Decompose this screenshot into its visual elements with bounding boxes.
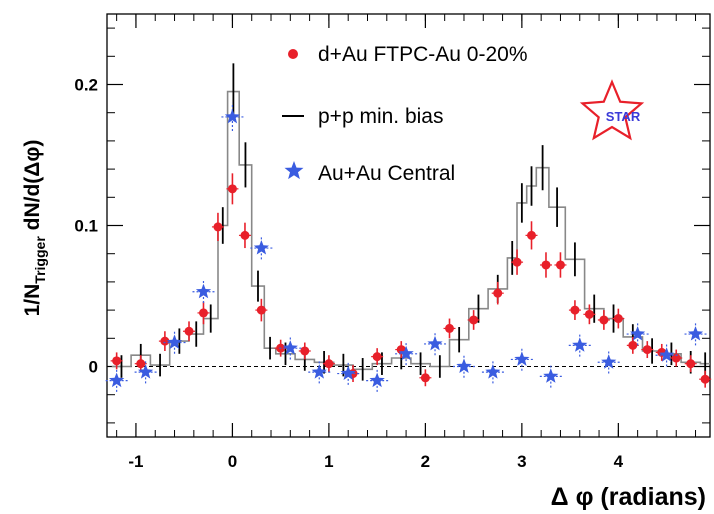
auau-point (601, 354, 617, 369)
dau-point (642, 345, 652, 355)
dau-point (671, 353, 681, 363)
auau-point (224, 108, 240, 124)
star-logo: STAR (579, 79, 645, 141)
tick-label-layer: -1 0 1 2 3 4 0 0.1 0.2 (74, 76, 623, 472)
legend-label-pp: p+p min. bias (318, 105, 444, 128)
auau-series-layer (105, 102, 707, 392)
dau-point (184, 326, 194, 336)
auau-point (369, 372, 385, 388)
dau-point (541, 260, 551, 270)
auau-point (166, 334, 183, 349)
dau-point (445, 323, 455, 333)
dau-point (512, 257, 522, 267)
dau-point (420, 373, 430, 383)
dau-point (256, 305, 266, 315)
legend-label-auau: Au+Au Central (318, 162, 455, 185)
axis-ticks (107, 14, 710, 437)
dau-point (493, 288, 503, 298)
auau-point (456, 358, 472, 373)
x-axis-title: Δ φ (radians) (551, 483, 706, 511)
dau-point (324, 359, 334, 369)
auau-point (195, 283, 212, 299)
dau-point (227, 184, 237, 194)
auau-point (543, 368, 559, 383)
dau-point (570, 305, 580, 315)
legend-label-dau: d+Au FTPC-Au 0-20% (318, 43, 528, 66)
dau-point (584, 309, 594, 319)
dau-point (700, 374, 710, 384)
x-tick-label: 3 (517, 452, 526, 471)
auau-point (659, 347, 675, 362)
auau-point (253, 240, 269, 255)
dau-point (628, 340, 638, 350)
dau-point (372, 352, 382, 362)
auau-point (109, 372, 125, 388)
x-tick-label: -1 (128, 452, 143, 471)
plot-frame (106, 13, 711, 438)
dau-point (300, 346, 310, 356)
x-tick-label: 0 (228, 452, 237, 471)
legend-marker-auau (284, 161, 304, 180)
x-tick-label: 1 (324, 452, 333, 471)
auau-point (572, 337, 588, 352)
dau-point (160, 336, 170, 346)
auau-point (687, 326, 704, 341)
auau-point (311, 364, 327, 379)
y-tick-label: 0.1 (74, 217, 98, 236)
dau-point (112, 356, 122, 366)
auau-point (282, 340, 298, 355)
auau-point (427, 335, 443, 351)
x-tick-label: 2 (421, 452, 430, 471)
legend: d+Au FTPC-Au 0-20% p+p min. bias Au+Au C… (282, 43, 528, 185)
dau-point (613, 314, 623, 324)
auau-point (514, 351, 530, 366)
auau-point (485, 364, 501, 379)
y-axis-title-text: 1/NTrigger dN/d(Δφ) (21, 140, 48, 317)
star-logo-outline (579, 79, 645, 141)
dau-series-layer (110, 173, 712, 388)
auau-point (340, 365, 356, 380)
dau-point (527, 230, 537, 240)
dau-point (599, 315, 609, 325)
legend-marker-dau (288, 49, 298, 59)
dau-point (136, 359, 146, 369)
y-axis-title: 1/NTrigger dN/d(Δφ) (21, 140, 48, 317)
auau-point (398, 345, 414, 361)
dau-point (555, 260, 565, 270)
y-tick-label: 0.2 (74, 76, 98, 95)
auau-point (138, 364, 154, 379)
auau-point (630, 326, 646, 341)
dau-point (469, 315, 479, 325)
y-tick-label: 0 (89, 358, 98, 377)
x-tick-label: 4 (614, 452, 624, 471)
dau-point (240, 230, 250, 240)
dau-point (213, 222, 223, 232)
star-logo-text: STAR (606, 109, 641, 124)
dau-point (198, 308, 208, 318)
dau-point (686, 359, 696, 369)
